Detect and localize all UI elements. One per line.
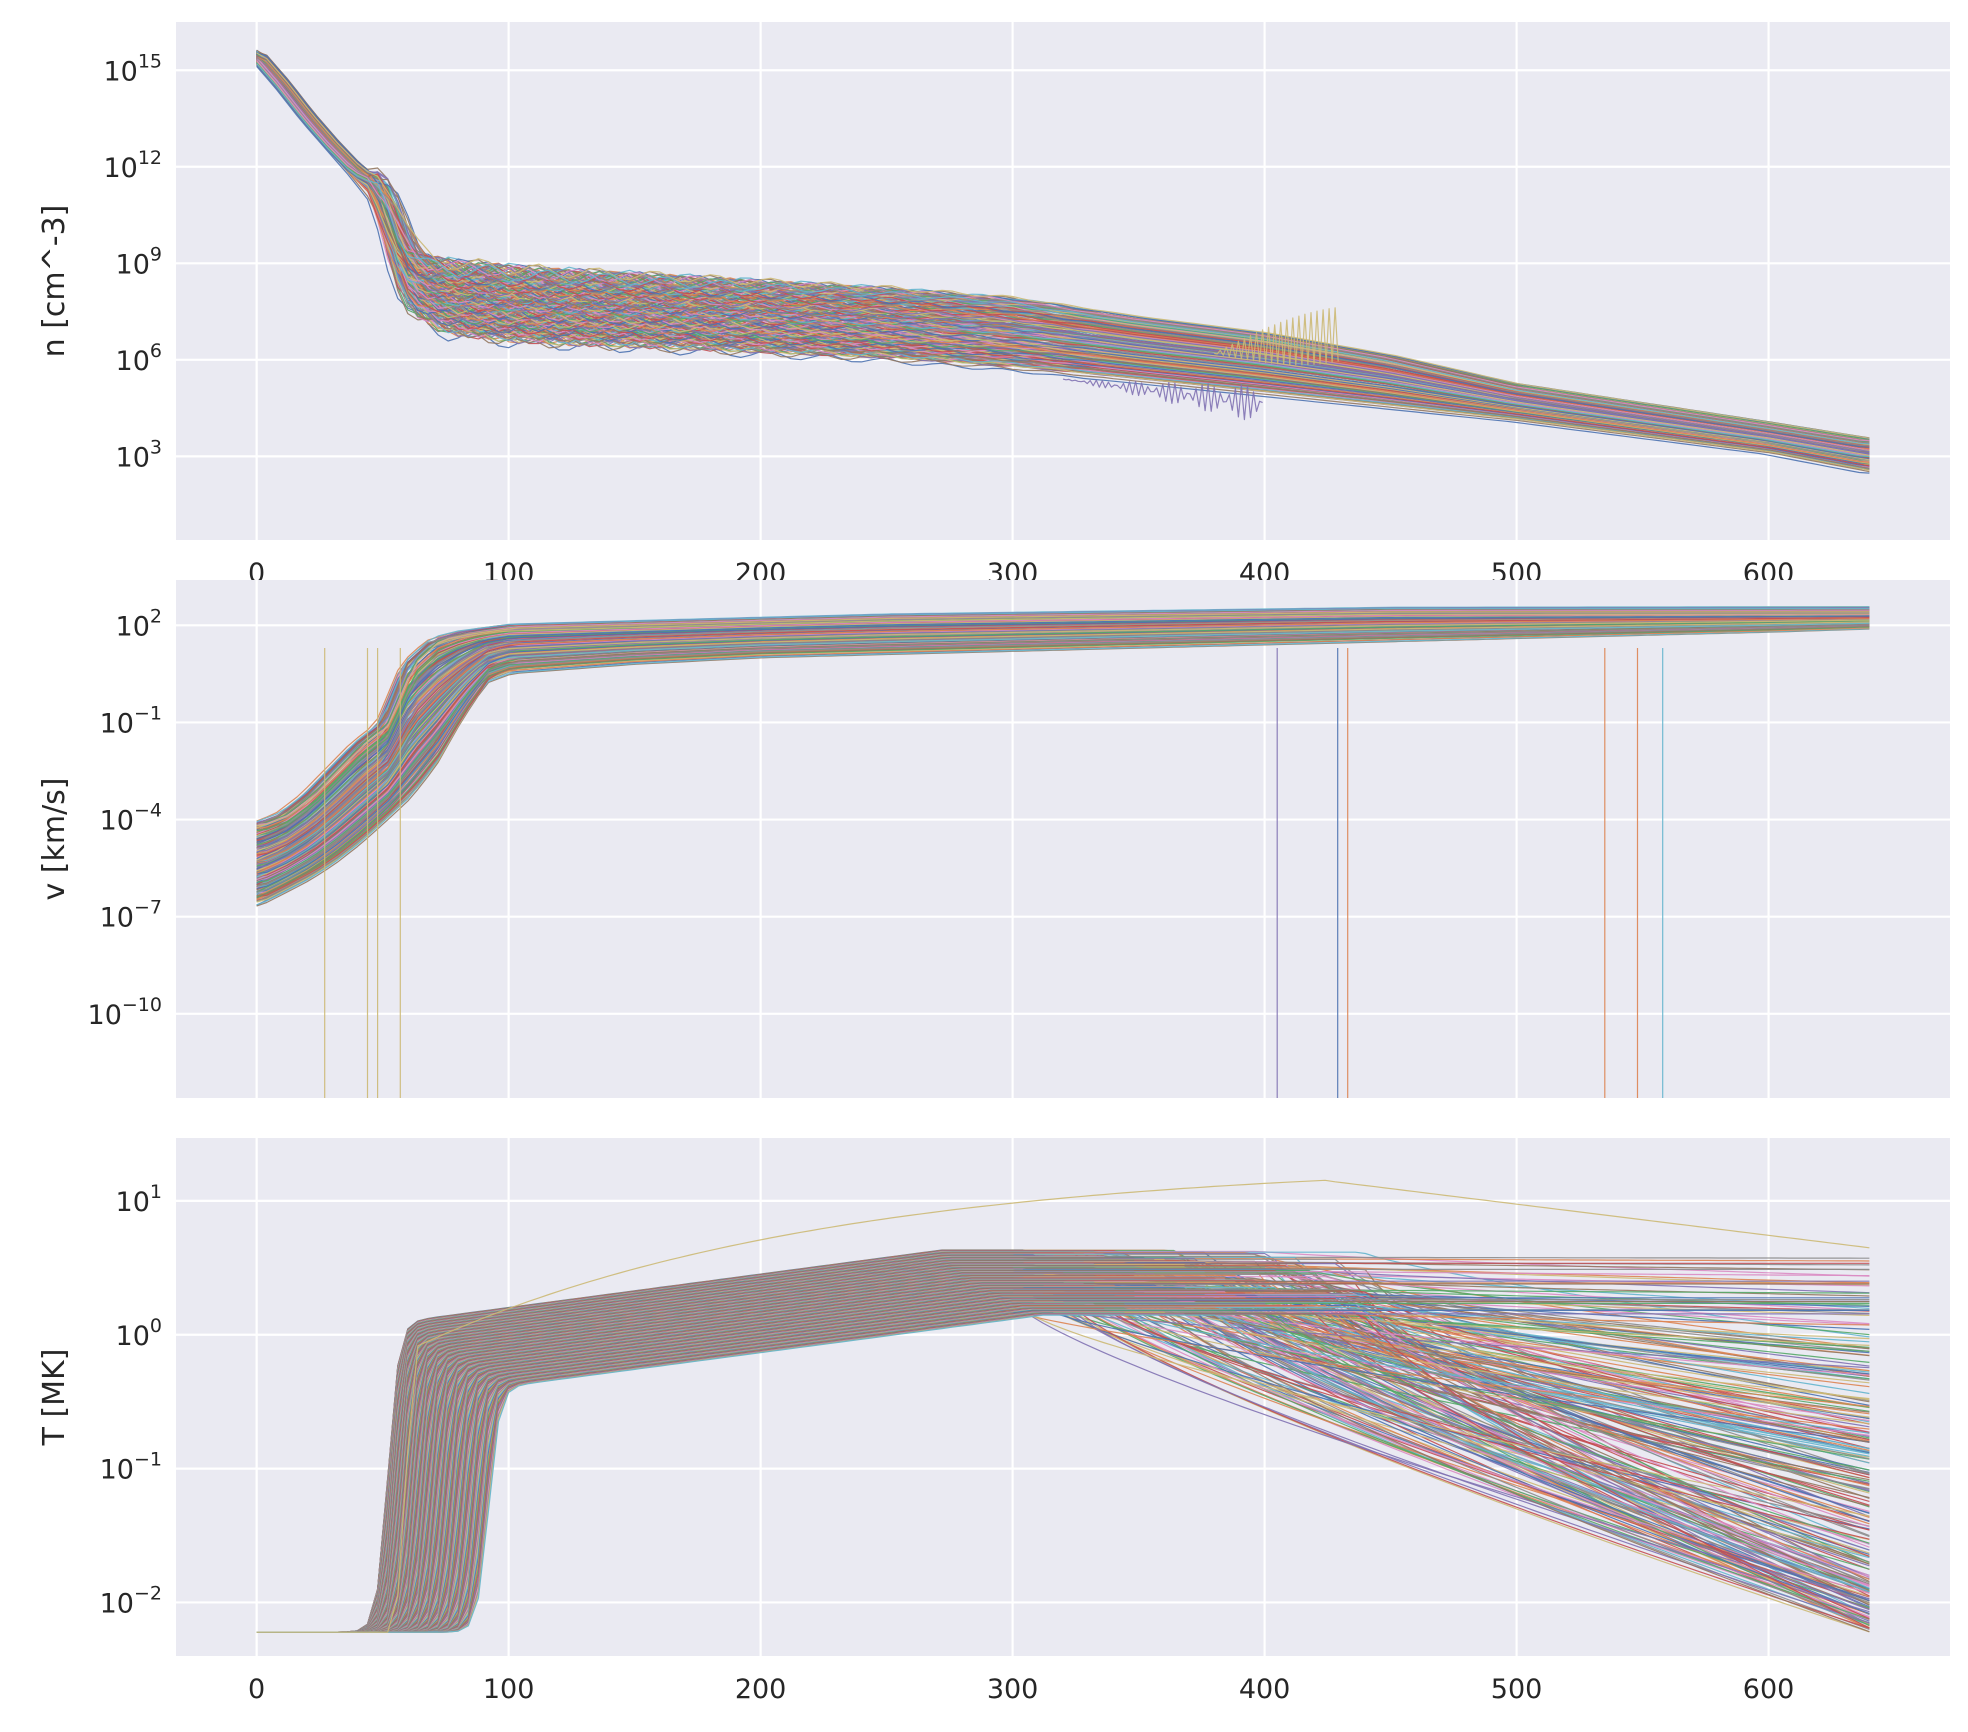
series-line (256, 624, 1870, 887)
y-tick-label: 103 (116, 436, 162, 473)
x-tick-label: 600 (1743, 1674, 1795, 1705)
y-axis-label: v [km/s] (37, 777, 72, 900)
series-line (256, 625, 1870, 897)
series-line (256, 614, 1870, 840)
series-line (256, 626, 1870, 898)
y-tick-label: 10−7 (100, 897, 162, 934)
series-line (256, 64, 1870, 448)
y-tick-label: 1012 (103, 147, 162, 184)
series-line (1062, 378, 1263, 421)
temperature-panel: 0 100 200 300 400 500 600 10−2 10−1 100 101 T [MK] (37, 1138, 1950, 1705)
y-tick-label: 10−4 (100, 800, 162, 837)
y-tick-label: 10−2 (100, 1582, 162, 1619)
series-line (256, 611, 1870, 827)
series-line (256, 57, 1870, 444)
x-tick-label: 300 (987, 1674, 1039, 1705)
y-tick-label: 109 (116, 243, 162, 280)
series-line (256, 614, 1870, 836)
x-tick-label: 100 (483, 1674, 535, 1705)
series-line (1214, 307, 1339, 366)
grid (176, 22, 1950, 540)
series-line (256, 58, 1870, 469)
y-tick-label: 101 (116, 1181, 162, 1218)
series-line (256, 63, 1870, 463)
y-axis-label: n [cm^-3] (37, 205, 72, 358)
series-line (256, 63, 1870, 445)
series-line (256, 613, 1870, 829)
series-line (256, 628, 1870, 906)
y-tick-label: 1015 (103, 50, 162, 87)
series-line (256, 1179, 1870, 1633)
series-line (256, 627, 1870, 901)
series-line (256, 625, 1870, 893)
series-line (256, 622, 1870, 878)
x-tick-label: 0 (248, 1674, 265, 1705)
series-line (256, 619, 1870, 861)
y-tick-label: 10−1 (100, 702, 162, 739)
y-tick-label: 102 (116, 605, 162, 642)
y-tick-label: 106 (116, 340, 162, 377)
series-line (256, 612, 1870, 826)
y-tick-label: 10−10 (88, 994, 162, 1031)
series-line (256, 57, 1870, 467)
y-axis-label: T [MK] (37, 1349, 72, 1447)
series-line (256, 609, 1870, 826)
series-line (256, 617, 1870, 849)
series-line (256, 62, 1870, 447)
series-line (256, 620, 1870, 867)
series-group (256, 1179, 1870, 1633)
x-tick-label: 200 (735, 1674, 787, 1705)
series-line (256, 615, 1870, 843)
series-line (256, 52, 1870, 439)
velocity-panel: 10−10 10−7 10−4 10−1 102 v [km/s] (37, 580, 1950, 1098)
series-group (256, 606, 1870, 1098)
y-tick-label: 100 (116, 1315, 162, 1352)
x-tick-label: 500 (1491, 1674, 1543, 1705)
series-line (256, 613, 1870, 835)
series-line (256, 621, 1870, 872)
series-line (256, 1314, 1870, 1633)
series-line (256, 58, 1870, 460)
y-tick-label: 10−1 (100, 1449, 162, 1486)
series-group (256, 49, 1870, 474)
series-line (256, 607, 1870, 823)
x-tick-label: 400 (1239, 1674, 1291, 1705)
series-line (256, 617, 1870, 855)
